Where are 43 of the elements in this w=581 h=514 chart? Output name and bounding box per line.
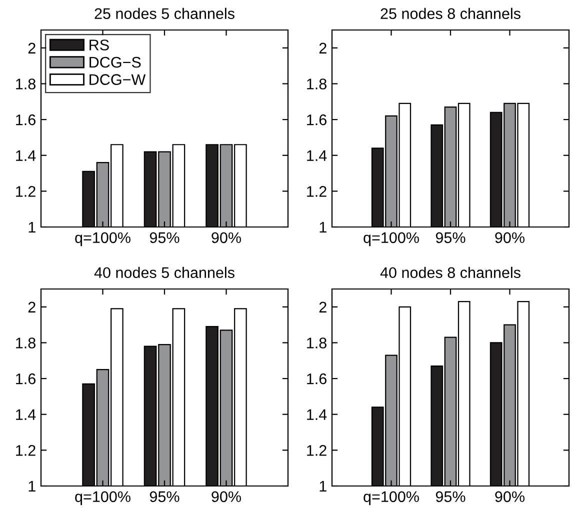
y-tick-label: 1.8	[307, 338, 326, 348]
x-tick-label: 90%	[212, 491, 241, 502]
y-tick-label: 1.8	[16, 78, 36, 90]
y-tick-label: 1.4	[307, 409, 327, 420]
y-tick-label: 2	[319, 302, 326, 312]
x-tick-label: 90%	[495, 491, 524, 502]
x-tick-label: 90%	[212, 232, 241, 244]
y-tick-label: 1.6	[307, 373, 326, 384]
y-tick-label: 2	[28, 42, 36, 54]
x-tick-label: 95%	[150, 491, 180, 502]
legend-label: DCG−S	[90, 56, 141, 68]
x-tick-label: q=100%	[364, 232, 419, 246]
y-tick-label: 1.6	[16, 373, 36, 384]
y-tick-label: 1.2	[16, 186, 36, 197]
y-tick-label: 1.8	[16, 338, 36, 348]
y-tick-label: 1.8	[307, 78, 326, 90]
y-tick-label: 1.4	[16, 409, 36, 420]
legend-label: DCG−W	[90, 74, 146, 85]
x-tick-label: 95%	[436, 491, 466, 502]
x-tick-label: 95%	[436, 232, 466, 244]
y-tick-label: 1.6	[16, 114, 36, 126]
y-tick-label: 1	[320, 222, 326, 233]
y-tick-label: 1.2	[16, 445, 36, 456]
y-tick-label: 1.2	[307, 186, 326, 197]
x-tick-label: q=100%	[364, 491, 419, 506]
y-tick-label: 1.6	[307, 114, 326, 126]
x-tick-label: q=100%	[75, 491, 130, 506]
y-tick-label: 2	[319, 42, 326, 54]
y-tick-label: 1	[320, 481, 326, 492]
chart-title: 40 nodes 5 channels	[94, 266, 234, 278]
chart-title: 25 nodes 8 channels	[380, 8, 520, 20]
chart-title: 25 nodes 5 channels	[94, 8, 234, 20]
y-tick-label: 1.2	[307, 445, 326, 456]
x-tick-label: 95%	[150, 232, 180, 244]
x-tick-label: 90%	[495, 232, 524, 244]
y-tick-label: 1	[28, 481, 36, 492]
x-tick-label: q=100%	[75, 232, 130, 246]
chart-title: 40 nodes 8 channels	[380, 266, 520, 278]
legend-label: RS	[90, 40, 109, 50]
y-tick-label: 2	[28, 302, 36, 312]
y-tick-label: 1	[28, 222, 36, 233]
y-tick-label: 1.4	[16, 150, 36, 161]
y-tick-label: 1.4	[307, 150, 327, 161]
